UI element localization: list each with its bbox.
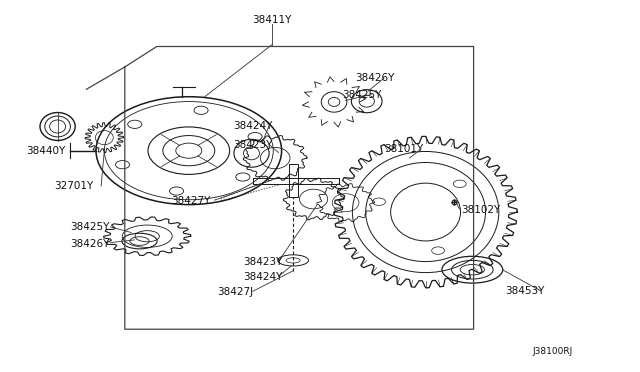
Text: 32701Y: 32701Y — [54, 181, 93, 191]
Text: 38425Y: 38425Y — [70, 222, 110, 232]
Text: 38102Y: 38102Y — [461, 205, 500, 215]
Text: 38101Y: 38101Y — [384, 144, 423, 154]
Text: 38423Y: 38423Y — [243, 257, 283, 267]
Text: 38427J: 38427J — [218, 287, 253, 297]
Text: 38423Y: 38423Y — [234, 140, 273, 150]
Text: 38440Y: 38440Y — [26, 146, 66, 155]
Text: J38100RJ: J38100RJ — [532, 347, 573, 356]
Text: 38424Y: 38424Y — [234, 122, 273, 131]
Text: 38426Y: 38426Y — [355, 73, 395, 83]
Text: 38424Y: 38424Y — [243, 272, 283, 282]
Text: 38453Y: 38453Y — [506, 286, 545, 296]
Text: 38427Y: 38427Y — [172, 196, 211, 206]
Text: 38426Y: 38426Y — [70, 239, 110, 248]
Text: 38411Y: 38411Y — [252, 16, 292, 25]
Text: 38425Y: 38425Y — [342, 90, 382, 100]
